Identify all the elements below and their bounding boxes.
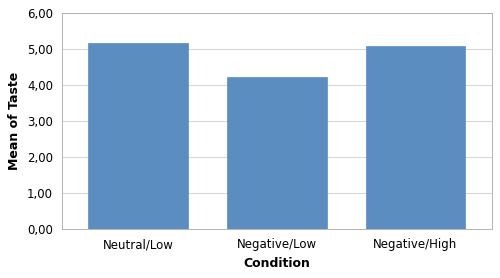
Bar [88,43,188,229]
Y-axis label: Mean of Taste: Mean of Taste [8,72,22,170]
Bar [366,46,466,229]
X-axis label: Condition: Condition [244,257,310,270]
Bar [227,77,326,229]
